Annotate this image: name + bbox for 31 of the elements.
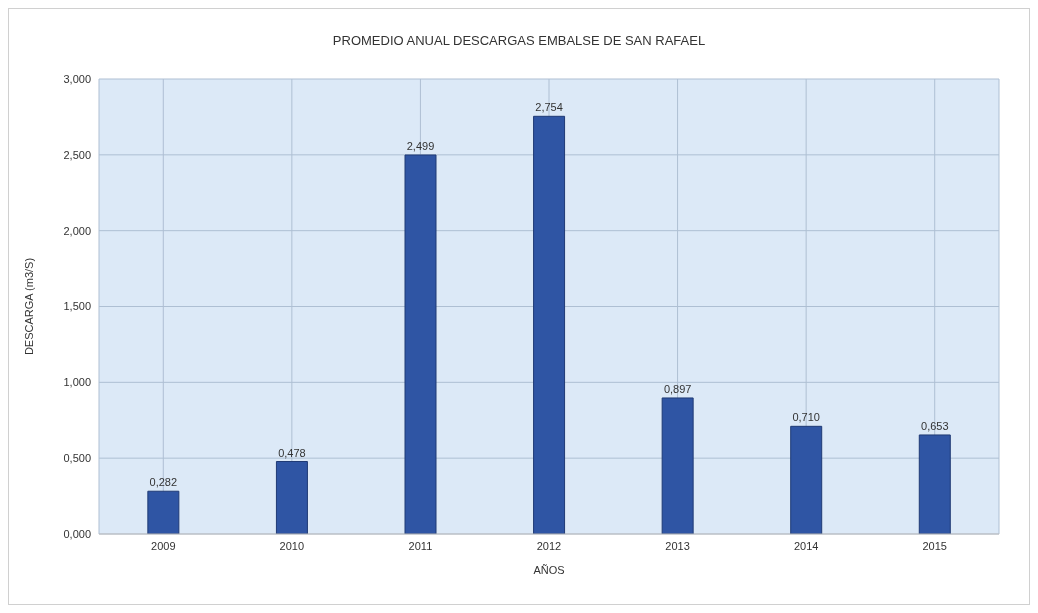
- y-axis-title: DESCARGA (m3/S): [22, 257, 35, 356]
- data-label: 0,897: [663, 382, 692, 395]
- data-label: 0,282: [149, 476, 178, 489]
- bar: [661, 397, 694, 534]
- bar: [275, 461, 308, 534]
- x-tick-label: 2012: [536, 539, 562, 552]
- y-tick-label: 0,000: [63, 527, 91, 540]
- data-label: 2,499: [406, 139, 435, 152]
- y-tick-label: 3,000: [63, 72, 91, 85]
- y-tick-label: 1,000: [63, 376, 91, 389]
- x-tick-label: 2013: [665, 539, 690, 552]
- data-label: 0,653: [921, 419, 949, 432]
- chart-title: PROMEDIO ANUAL DESCARGAS EMBALSE DE SAN RAFAEL: [331, 32, 707, 50]
- data-label: 0,710: [792, 411, 820, 424]
- x-tick-label: 2010: [279, 539, 305, 552]
- bar: [147, 490, 180, 534]
- x-tick-label: 2011: [408, 539, 433, 552]
- data-label: 0,478: [278, 446, 306, 459]
- data-label: 2,754: [535, 101, 563, 114]
- x-tick-label: 2009: [151, 539, 176, 552]
- bar: [404, 154, 437, 534]
- x-axis-title: AÑOS: [533, 564, 565, 576]
- bar: [918, 434, 951, 534]
- y-tick-label: 1,500: [63, 300, 91, 313]
- x-tick-label: 2014: [793, 539, 819, 552]
- bar: [790, 425, 823, 534]
- y-tick-label: 0,500: [63, 452, 91, 465]
- y-tick-label: 2,000: [63, 224, 91, 237]
- y-tick-label: 2,500: [63, 148, 91, 161]
- bar: [533, 115, 566, 534]
- x-tick-label: 2015: [922, 539, 947, 552]
